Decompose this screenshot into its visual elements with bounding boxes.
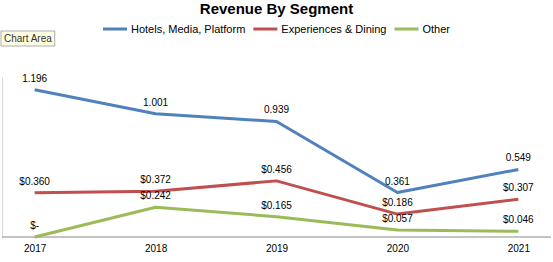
legend-swatch <box>103 28 127 31</box>
x-tick-label: 2019 <box>266 243 289 254</box>
annotation-box <box>1 31 55 46</box>
x-tick: 2020 <box>387 237 410 254</box>
x-tick: 2017 <box>24 237 47 254</box>
x-axis: 2017 2018 2019 2020 2021 <box>2 237 551 254</box>
data-label: 1.196 <box>22 73 47 84</box>
data-label: $0.372 <box>140 174 171 185</box>
data-label: $0.456 <box>261 164 292 175</box>
data-label: 0.361 <box>385 176 410 187</box>
data-label: 0.549 <box>506 152 531 163</box>
x-tick: 2018 <box>145 237 168 254</box>
legend-label: Experiences & Dining <box>281 23 386 35</box>
chart-container: Revenue By Segment Hotels, Media, Platfor… <box>0 0 553 262</box>
legend-swatch <box>394 28 418 31</box>
legend-item: Hotels, Media, Platform <box>103 23 245 35</box>
data-label: 1.001 <box>143 97 168 108</box>
data-label: $0.360 <box>19 176 50 187</box>
data-labels: 1.196 1.001 0.939 0.361 0.549 $0.360 $0.372 $0.… <box>19 73 534 231</box>
plot-area <box>35 90 519 237</box>
x-tick-label: 2017 <box>24 243 47 254</box>
chart-title: Revenue By Segment <box>200 0 353 17</box>
legend-label: Hotels, Media, Platform <box>131 23 245 35</box>
x-tick-label: 2018 <box>145 243 168 254</box>
y-axis-line <box>2 78 3 238</box>
legend-label: Other <box>422 23 450 35</box>
x-tick-label: 2020 <box>387 243 410 254</box>
data-label: $- <box>30 220 39 231</box>
data-label: $0.307 <box>503 182 534 193</box>
data-label: $0.186 <box>382 197 413 208</box>
legend: Hotels, Media, Platform Experiences & Din… <box>103 23 450 35</box>
x-tick-label: 2021 <box>508 243 531 254</box>
x-tick: 2019 <box>266 237 289 254</box>
annotation: Chart Area <box>1 31 55 46</box>
annotation-text: Chart Area <box>4 33 52 44</box>
series-line <box>35 207 519 237</box>
series-line <box>35 90 519 193</box>
data-label: $0.242 <box>140 190 171 201</box>
series-line <box>35 181 519 214</box>
data-label: $0.165 <box>261 200 292 211</box>
legend-item: Other <box>394 23 450 35</box>
chart-svg: Revenue By Segment Hotels, Media, Platfor… <box>0 0 553 262</box>
legend-swatch <box>253 28 277 31</box>
background <box>0 0 553 262</box>
data-label: $0.057 <box>382 213 413 224</box>
legend-item: Experiences & Dining <box>253 23 386 35</box>
y-axis <box>2 78 3 238</box>
x-axis-line <box>2 237 551 238</box>
x-tick: 2021 <box>508 237 531 254</box>
data-label: 0.939 <box>264 104 289 115</box>
data-label: $0.046 <box>503 214 534 225</box>
